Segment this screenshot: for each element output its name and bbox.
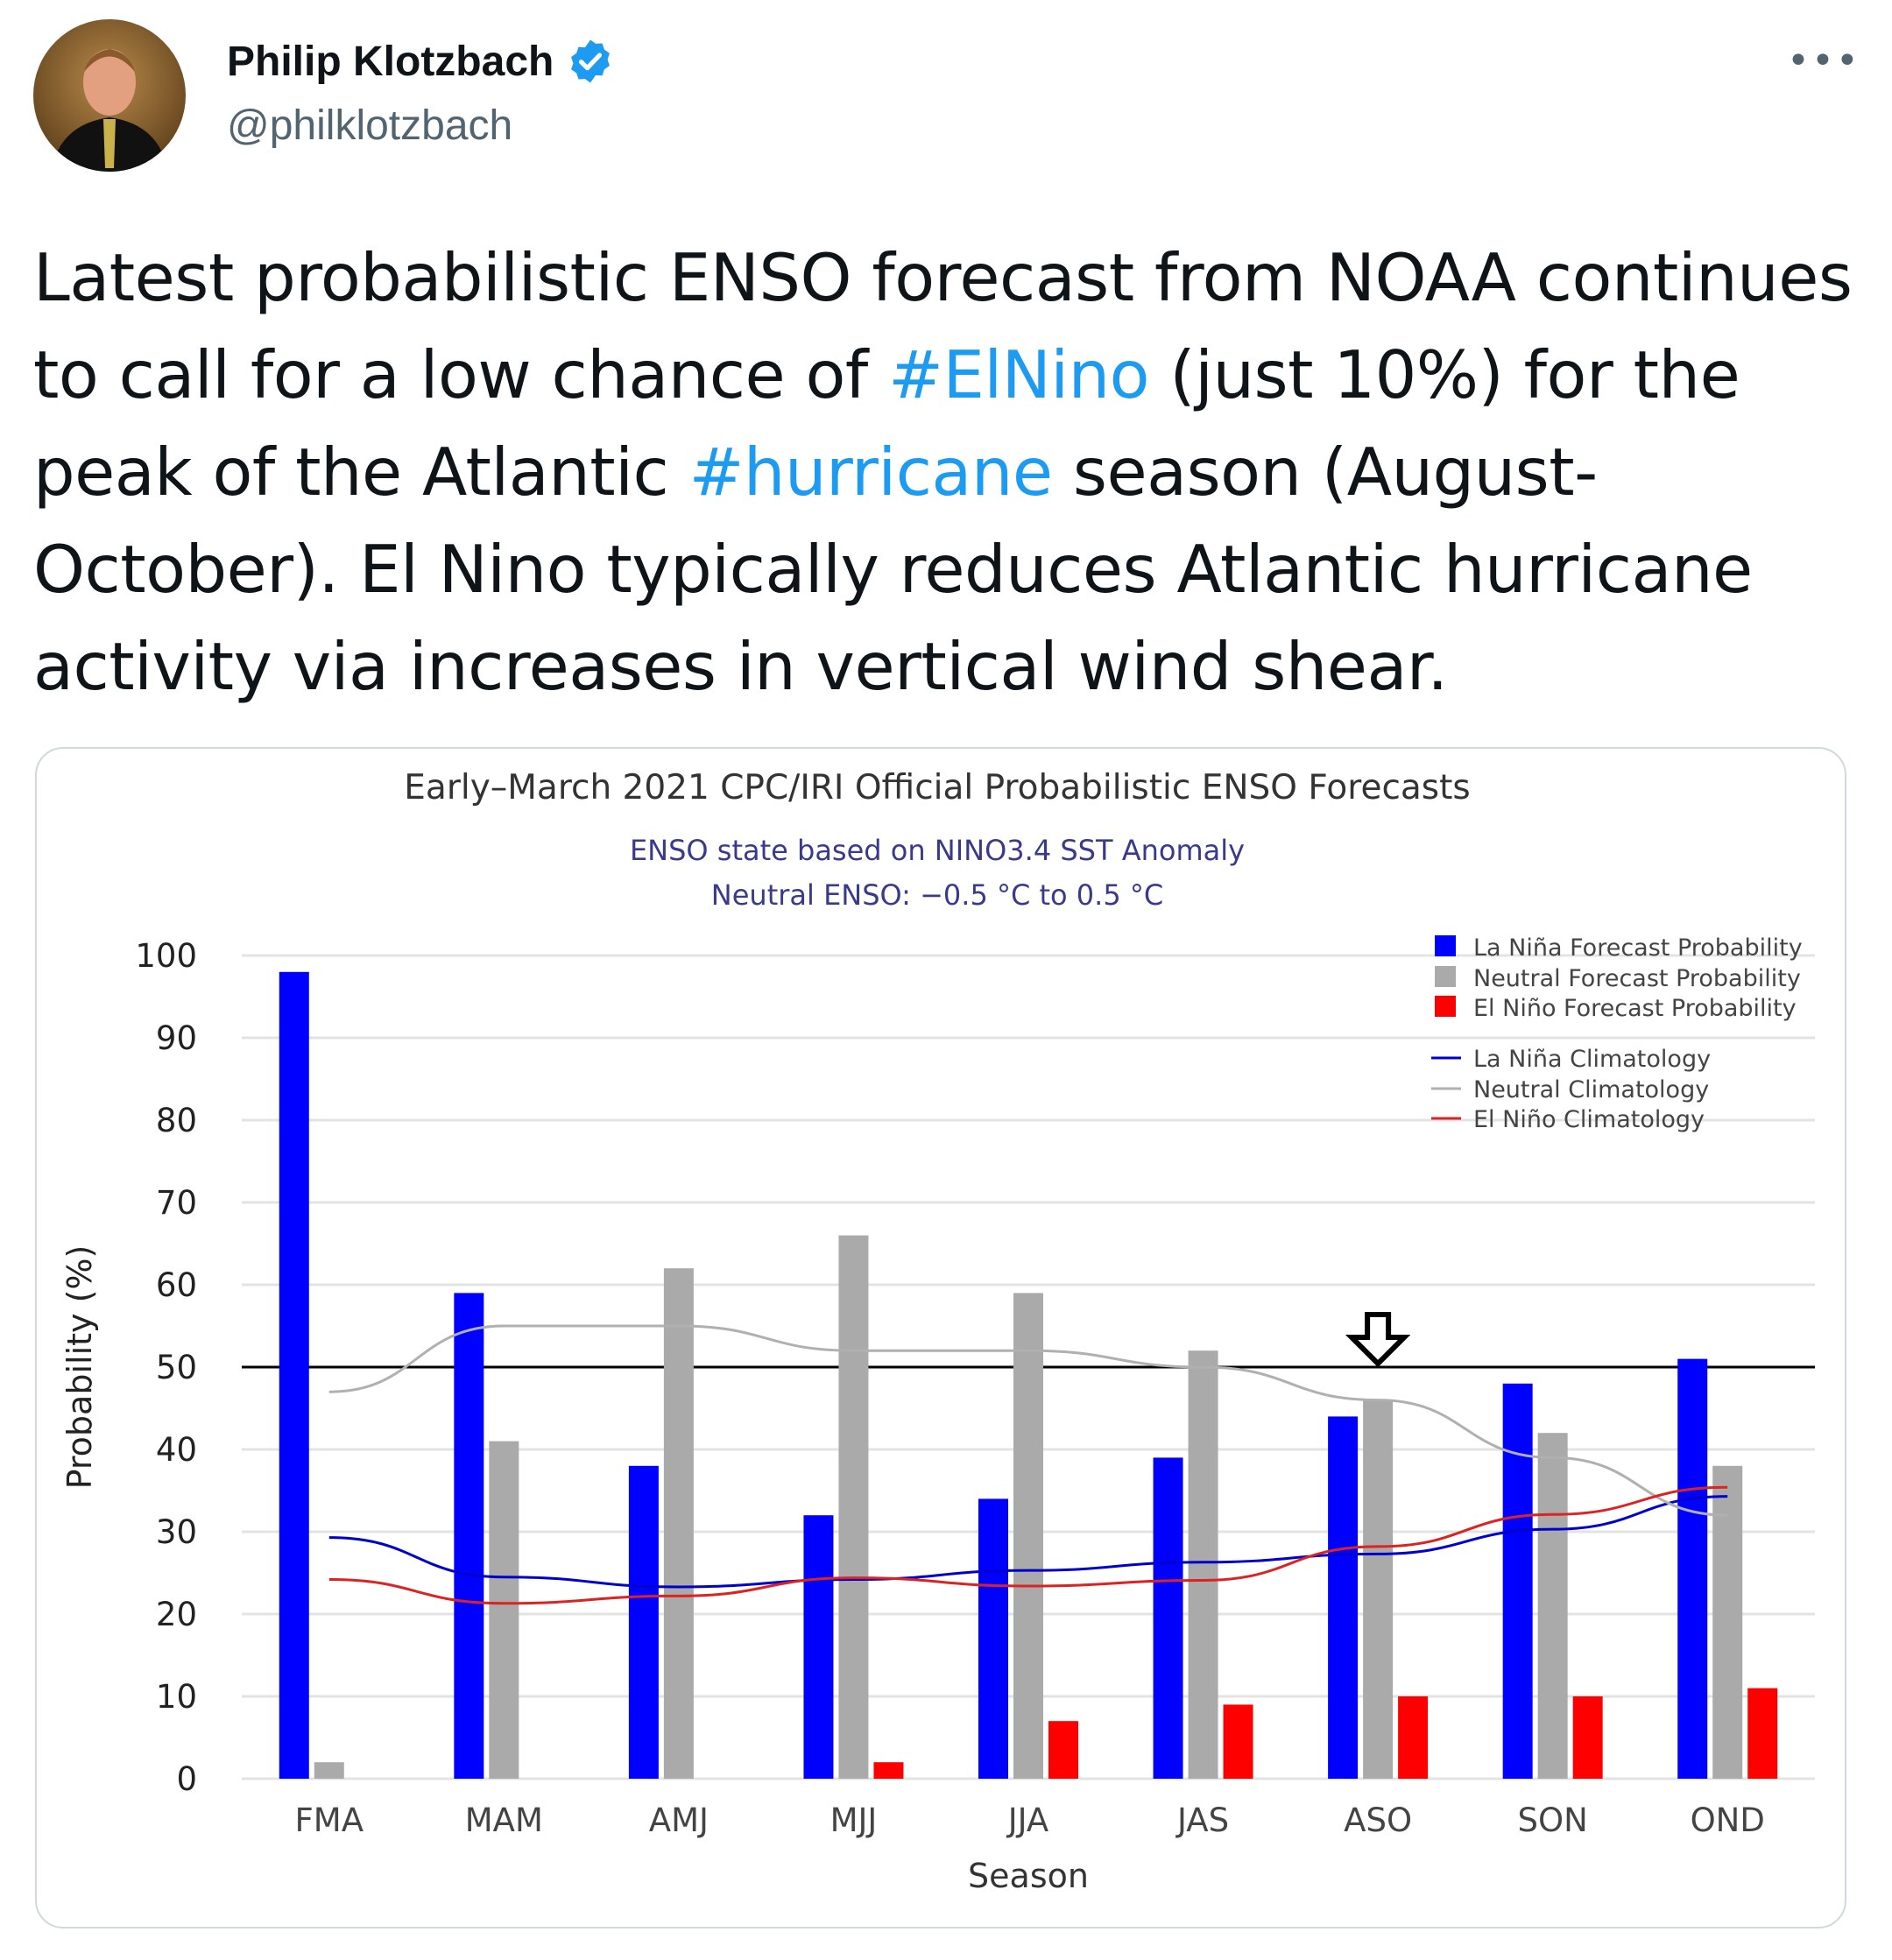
line-neutral-climatology: [328, 1324, 1728, 1517]
y-tick-label: 50: [156, 1349, 197, 1386]
y-tick-label: 30: [156, 1513, 197, 1551]
bar-neutral-forecast-probability-AMJ: [663, 1268, 694, 1779]
legend-label: La Niña Forecast Probability: [1473, 934, 1803, 962]
legend-label: La Niña Climatology: [1473, 1046, 1711, 1073]
y-axis-label: Probability (%): [60, 1245, 99, 1490]
bar-la-ni-a-forecast-probability-OND: [1677, 1358, 1708, 1779]
y-tick-label: 40: [156, 1431, 197, 1469]
tweet-text-part: season (August-October). El Nino typical…: [33, 434, 1753, 705]
bar-el-ni-o-forecast-probability-OND: [1747, 1688, 1778, 1779]
bar-el-ni-o-forecast-probability-ASO: [1398, 1696, 1429, 1779]
author-name-row[interactable]: Philip Klotzbach: [227, 37, 615, 86]
bar-la-ni-a-forecast-probability-MAM: [454, 1293, 484, 1779]
x-tick-label: SON: [1518, 1801, 1588, 1839]
bar-el-ni-o-forecast-probability-JJA: [1048, 1721, 1078, 1779]
bar-la-ni-a-forecast-probability-JAS: [1153, 1457, 1183, 1779]
x-tick-label: JJA: [1006, 1801, 1049, 1839]
bar-neutral-forecast-probability-JJA: [1013, 1293, 1043, 1779]
avatar[interactable]: [33, 19, 186, 172]
line-la-ni-a-climatology: [328, 1495, 1728, 1589]
down-arrow-icon: [1345, 1312, 1411, 1368]
line-el-ni-o-climatology: [328, 1485, 1728, 1605]
x-tick-label: FMA: [295, 1801, 364, 1839]
bar-neutral-forecast-probability-MJJ: [838, 1235, 869, 1779]
more-dots-icon[interactable]: •••: [1787, 39, 1860, 83]
bar-la-ni-a-forecast-probability-MJJ: [803, 1515, 834, 1779]
x-tick-label: MAM: [465, 1801, 543, 1839]
y-tick-label: 70: [156, 1184, 197, 1222]
x-tick-label: MJJ: [830, 1801, 878, 1839]
bar-el-ni-o-forecast-probability-MJJ: [873, 1762, 904, 1779]
y-tick-label: 90: [156, 1019, 197, 1057]
legend-swatch: [1435, 935, 1456, 956]
chart-subtitle-2: Neutral ENSO: −0.5 °C to 0.5 °C: [711, 878, 1163, 912]
legend-swatch: [1435, 996, 1456, 1017]
bar-neutral-forecast-probability-FMA: [314, 1762, 344, 1779]
x-tick-label: JAS: [1175, 1801, 1229, 1839]
bar-la-ni-a-forecast-probability-JJA: [978, 1498, 1008, 1779]
avatar-photo: [51, 49, 168, 172]
x-tick-label: OND: [1691, 1801, 1765, 1839]
x-tick-label: ASO: [1344, 1801, 1412, 1839]
chart-image-card[interactable]: Early–March 2021 CPC/IRI Official Probab…: [35, 747, 1846, 1928]
x-tick-label: AMJ: [649, 1801, 709, 1839]
chart-subtitle-1: ENSO state based on NINO3.4 SST Anomaly: [630, 834, 1245, 867]
bar-neutral-forecast-probability-ASO: [1363, 1399, 1394, 1779]
hashtag-hurricane[interactable]: #hurricane: [688, 434, 1053, 511]
y-tick-label: 60: [156, 1266, 197, 1304]
tweet-text: Latest probabilistic ENSO forecast from …: [33, 229, 1864, 716]
x-axis-label: Season: [968, 1857, 1089, 1895]
y-tick-label: 10: [156, 1678, 197, 1716]
bar-la-ni-a-forecast-probability-SON: [1502, 1383, 1533, 1779]
bar-la-ni-a-forecast-probability-AMJ: [628, 1465, 659, 1779]
chart-title: Early–March 2021 CPC/IRI Official Probab…: [404, 768, 1470, 807]
verified-badge-icon: [571, 39, 611, 83]
legend-label: El Niño Climatology: [1473, 1106, 1705, 1133]
y-tick-label: 0: [176, 1760, 197, 1798]
y-tick-label: 80: [156, 1102, 197, 1139]
y-tick-label: 100: [135, 937, 197, 975]
enso-chart: Early–March 2021 CPC/IRI Official Probab…: [60, 768, 1815, 1895]
legend-label: Neutral Forecast Probability: [1473, 965, 1801, 992]
hashtag-elnino[interactable]: #ElNino: [888, 336, 1150, 413]
legend-swatch: [1435, 966, 1456, 987]
y-tick-label: 20: [156, 1596, 197, 1633]
legend-label: El Niño Forecast Probability: [1473, 995, 1797, 1022]
bar-neutral-forecast-probability-OND: [1712, 1465, 1743, 1779]
bar-neutral-forecast-probability-MAM: [489, 1441, 519, 1779]
bar-la-ni-a-forecast-probability-FMA: [279, 971, 309, 1779]
bar-el-ni-o-forecast-probability-SON: [1572, 1696, 1603, 1779]
tweet-text-part: Latest probabilistic ENSO forecast from …: [33, 239, 1853, 413]
legend-label: Neutral Climatology: [1473, 1076, 1709, 1103]
author-name[interactable]: Philip Klotzbach: [227, 38, 554, 85]
bar-el-ni-o-forecast-probability-JAS: [1223, 1704, 1253, 1779]
bar-neutral-forecast-probability-SON: [1537, 1433, 1568, 1779]
author-handle[interactable]: @philklotzbach: [227, 102, 513, 149]
bar-neutral-forecast-probability-JAS: [1188, 1350, 1218, 1779]
tweet-text-part: (just 10%) for the peak of the Atlantic: [33, 336, 1740, 511]
bar-la-ni-a-forecast-probability-ASO: [1328, 1416, 1359, 1779]
